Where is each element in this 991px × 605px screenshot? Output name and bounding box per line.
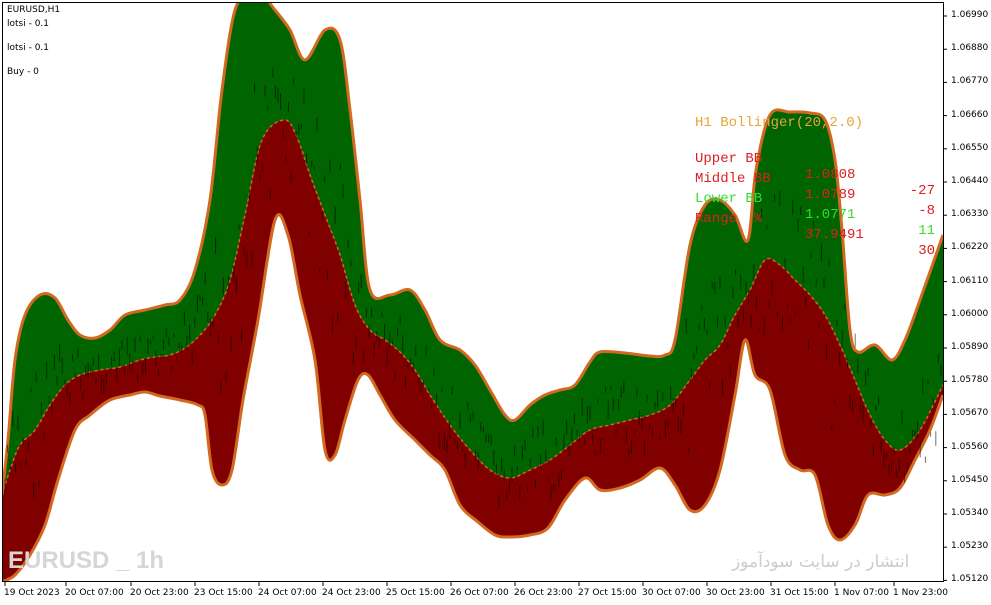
y-axis-label: 1.06220: [951, 242, 989, 253]
bb-row-range: Range % 37.9491 30: [695, 195, 935, 259]
x-axis-label: 20 Oct 23:00: [130, 588, 189, 598]
y-axis-label: 1.05340: [951, 508, 989, 518]
bb-middle-value: 1.0789: [805, 187, 856, 203]
bb-row-upper: Upper BB 1.0808 -27: [695, 135, 935, 199]
price-candles: [4, 68, 942, 509]
symbol-title: EURUSD,H1: [7, 5, 61, 15]
y-axis-label: 1.06880: [951, 43, 989, 54]
y-axis-label: 1.05670: [951, 408, 989, 419]
bb-upper-change: -27: [909, 183, 935, 199]
x-axis-label: 31 Oct 15:00: [770, 588, 829, 598]
x-axis-label: 26 Oct 07:00: [450, 588, 509, 598]
y-axis-label: 1.05560: [951, 441, 989, 452]
info-line-1: lotsi - 0.1: [7, 19, 50, 29]
bb-panel-title: H1 Bollinger(20,2.0): [695, 115, 864, 131]
lower-band-area: [3, 120, 943, 581]
bb-lower-change: 11: [918, 223, 935, 239]
bollinger-bands: [3, 3, 943, 581]
y-axis-label: 1.06660: [951, 109, 989, 120]
y-axis-label: 1.06110: [951, 275, 989, 286]
x-axis-ticks: [4, 582, 895, 586]
x-axis-label: 20 Oct 07:00: [65, 588, 124, 598]
info-line-3: Buy - 0: [7, 67, 39, 77]
x-axis-label: 27 Oct 15:00: [578, 588, 637, 598]
y-axis-label: 1.05120: [951, 574, 989, 585]
bb-upper-label: Upper BB: [695, 151, 763, 167]
lower-band-line: [3, 213, 943, 581]
x-axis-label: 30 Oct 23:00: [706, 588, 765, 598]
x-axis-label: 1 Nov 23:00: [893, 588, 948, 598]
x-axis-label: 1 Nov 07:00: [834, 588, 889, 598]
bb-range-value: 37.9491: [805, 227, 864, 243]
y-axis-label: 1.06440: [951, 176, 989, 186]
bb-row-lower: Lower BB 1.0771 11: [695, 175, 935, 239]
info-line-2: lotsi - 0.1: [7, 43, 50, 53]
bb-middle-label: Middle BB: [695, 171, 771, 187]
x-axis-label: 24 Oct 07:00: [258, 588, 317, 598]
y-axis-label: 1.05450: [951, 474, 989, 485]
x-axis-label: 19 Oct 2023: [4, 588, 60, 598]
x-axis-label: 26 Oct 23:00: [514, 588, 573, 598]
y-axis-label: 1.06990: [951, 10, 989, 20]
bb-lower-label: Lower BB: [695, 191, 763, 207]
bb-range-change: 30: [918, 243, 935, 259]
watermark-site: انتشار در سایت سودآموز: [732, 552, 910, 572]
x-axis-label: 30 Oct 07:00: [642, 588, 701, 598]
bb-middle-change: -8: [918, 203, 935, 219]
bb-lower-value: 1.0771: [805, 207, 856, 223]
chart-frame: [2, 2, 944, 582]
y-axis-label: 1.05780: [951, 375, 989, 386]
x-axis-label: 25 Oct 15:00: [386, 588, 445, 598]
y-axis-label: 1.06550: [951, 142, 989, 153]
y-axis-label: 1.06770: [951, 76, 989, 87]
bb-upper-value: 1.0808: [805, 167, 856, 183]
y-axis-label: 1.06330: [951, 209, 989, 220]
y-axis-label: 1.05230: [951, 541, 989, 552]
y-axis-ticks: [943, 15, 947, 581]
x-axis-label: 23 Oct 15:00: [194, 588, 253, 598]
bb-range-label: Range %: [695, 211, 763, 227]
upper-band-area: [3, 3, 943, 492]
y-axis-label: 1.05890: [951, 342, 989, 352]
bb-row-middle: Middle BB 1.0789 -8: [695, 155, 935, 219]
upper-band-line: [3, 3, 943, 496]
watermark-symbol: EURUSD _ 1h: [8, 547, 165, 574]
y-axis-label: 1.06000: [951, 308, 989, 319]
x-axis-label: 24 Oct 23:00: [322, 588, 381, 598]
middle-band-line: [3, 119, 943, 495]
